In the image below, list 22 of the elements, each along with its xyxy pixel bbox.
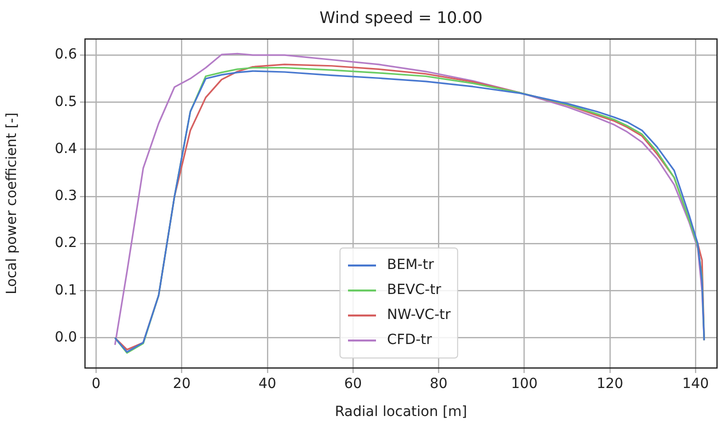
legend-label: BEM-tr: [387, 257, 434, 274]
y-tick-label: 0.4: [54, 140, 78, 157]
y-tick-label: 0.1: [54, 282, 77, 298]
legend-label: NW-VC-tr: [387, 307, 451, 324]
x-tick-label: 120: [596, 376, 624, 392]
x-axis-title: Radial location [m]: [334, 404, 468, 420]
y-tick-label: 0.0: [54, 329, 77, 346]
x-tick-label: 0: [92, 376, 101, 392]
y-tick-label: 0.6: [54, 46, 78, 63]
y-tick-label: 0.3: [54, 188, 77, 204]
y-tick-label: 0.2: [54, 235, 77, 252]
legend-label: CFD-tr: [387, 332, 432, 348]
x-tick-label: 40: [258, 376, 276, 392]
x-tick-label: 100: [510, 376, 538, 392]
x-tick-label: 140: [682, 376, 709, 392]
chart-title: Wind speed = 10.00: [319, 8, 483, 28]
y-axis-title: Local power coefficient [-]: [4, 112, 20, 294]
y-tick-label: 0.5: [54, 94, 77, 110]
x-tick-label: 60: [344, 376, 362, 392]
x-tick-label: 80: [430, 376, 448, 392]
x-tick-label: 20: [172, 376, 191, 392]
legend-label: BEVC-tr: [387, 282, 442, 298]
